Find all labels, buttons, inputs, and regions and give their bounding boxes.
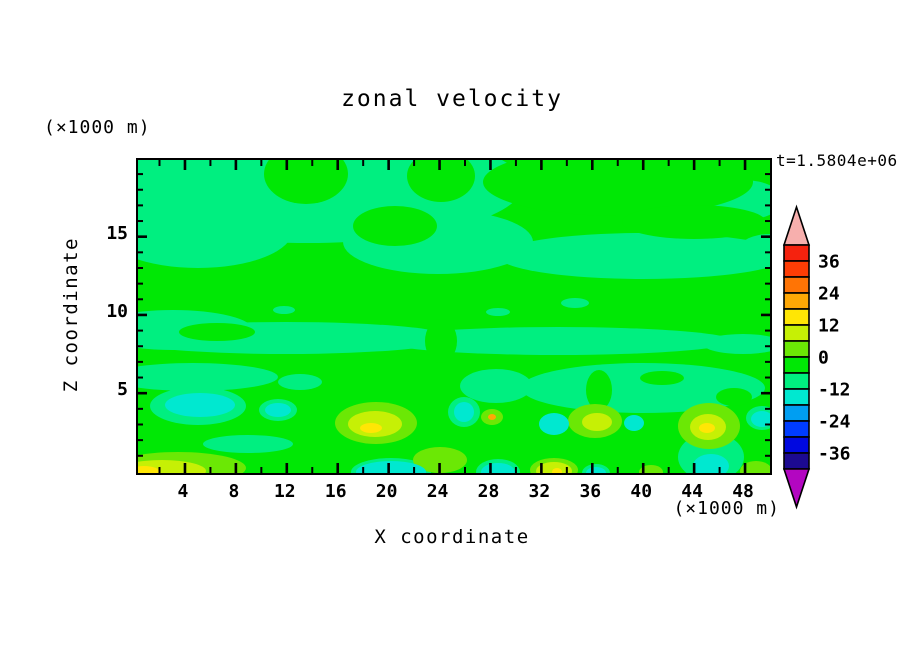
axis-ticks xyxy=(138,160,770,473)
x-axis-unit-label: (×1000 m) xyxy=(673,498,780,519)
chart-title: zonal velocity xyxy=(341,86,563,112)
x-axis-title: X coordinate xyxy=(374,526,530,548)
x-tick-label: 40 xyxy=(630,481,653,502)
x-tick-label: 8 xyxy=(228,481,240,502)
y-axis-title: Z coordinate xyxy=(60,236,82,393)
svg-text:-12: -12 xyxy=(818,380,851,401)
y-tick-label: 10 xyxy=(106,300,128,322)
x-tick-label: 20 xyxy=(375,481,398,502)
colorbar-arrow-bottom xyxy=(782,468,811,510)
field-regions xyxy=(138,160,770,473)
y-tick-label: 5 xyxy=(117,379,128,401)
time-annotation: t=1.5804e+06 xyxy=(776,151,898,170)
colorbar-labels: 36 24 12 0 -12 -24 -36 xyxy=(818,252,851,465)
svg-text:36: 36 xyxy=(818,252,840,273)
colorbar: 36 24 12 0 -12 -24 -36 xyxy=(782,204,851,510)
x-tick-label: 4 xyxy=(177,481,189,502)
y-axis-unit-label: (×1000 m) xyxy=(44,117,151,138)
x-tick-label: 36 xyxy=(579,481,602,502)
x-tick-label: 24 xyxy=(426,481,449,502)
x-tick-label: 44 xyxy=(681,481,703,502)
contour-field xyxy=(138,160,770,473)
svg-text:24: 24 xyxy=(818,284,840,305)
x-tick-label: 32 xyxy=(528,481,551,502)
colorbar-arrow-top xyxy=(782,204,811,246)
y-tick-label: 15 xyxy=(106,222,128,244)
colorbar-segments xyxy=(783,244,810,470)
x-tick-label: 28 xyxy=(477,481,500,502)
svg-text:0: 0 xyxy=(818,348,829,369)
x-tick-label: 16 xyxy=(324,481,347,502)
plot-area xyxy=(136,158,772,475)
svg-text:-36: -36 xyxy=(818,444,851,465)
x-tick-label: 12 xyxy=(273,481,296,502)
x-tick-label: 48 xyxy=(732,481,754,502)
svg-text:-24: -24 xyxy=(818,412,851,433)
svg-text:12: 12 xyxy=(818,316,840,337)
